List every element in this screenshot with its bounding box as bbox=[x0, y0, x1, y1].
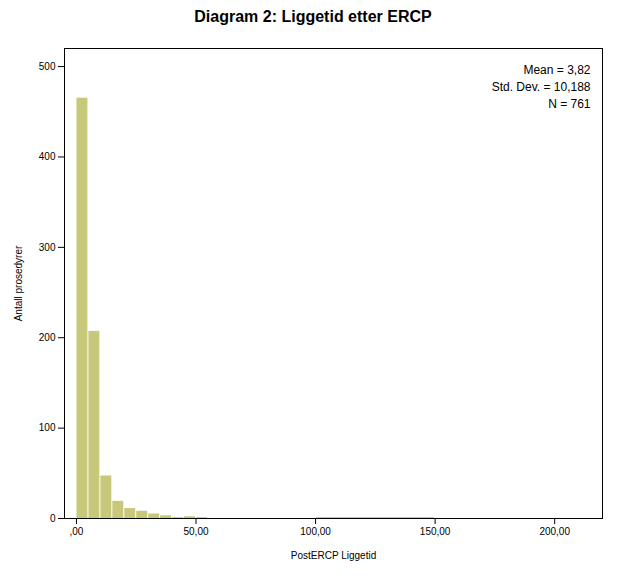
svg-text:Mean = 3,82Std. Dev. = 10,188N: Mean = 3,82Std. Dev. = 10,188N = 761 bbox=[492, 63, 591, 111]
svg-text:200: 200 bbox=[39, 332, 56, 343]
svg-text:0: 0 bbox=[50, 513, 56, 524]
svg-text:,00: ,00 bbox=[70, 526, 84, 537]
svg-text:150,00: 150,00 bbox=[420, 526, 451, 537]
svg-text:100: 100 bbox=[39, 422, 56, 433]
svg-text:500: 500 bbox=[39, 61, 56, 72]
svg-text:100,00: 100,00 bbox=[300, 526, 331, 537]
svg-text:400: 400 bbox=[39, 151, 56, 162]
svg-text:200,00: 200,00 bbox=[539, 526, 570, 537]
html-text:Diagram 2: Liggetid etter ERCP: Diagram 2: Liggetid etter ERCP bbox=[194, 8, 432, 25]
svg-text:Antall prosedyrer: Antall prosedyrer bbox=[13, 245, 24, 321]
svg-text:50,00: 50,00 bbox=[183, 526, 208, 537]
svg-text:PostERCP Liggetid: PostERCP Liggetid bbox=[291, 550, 376, 561]
svg-text:300: 300 bbox=[39, 242, 56, 253]
